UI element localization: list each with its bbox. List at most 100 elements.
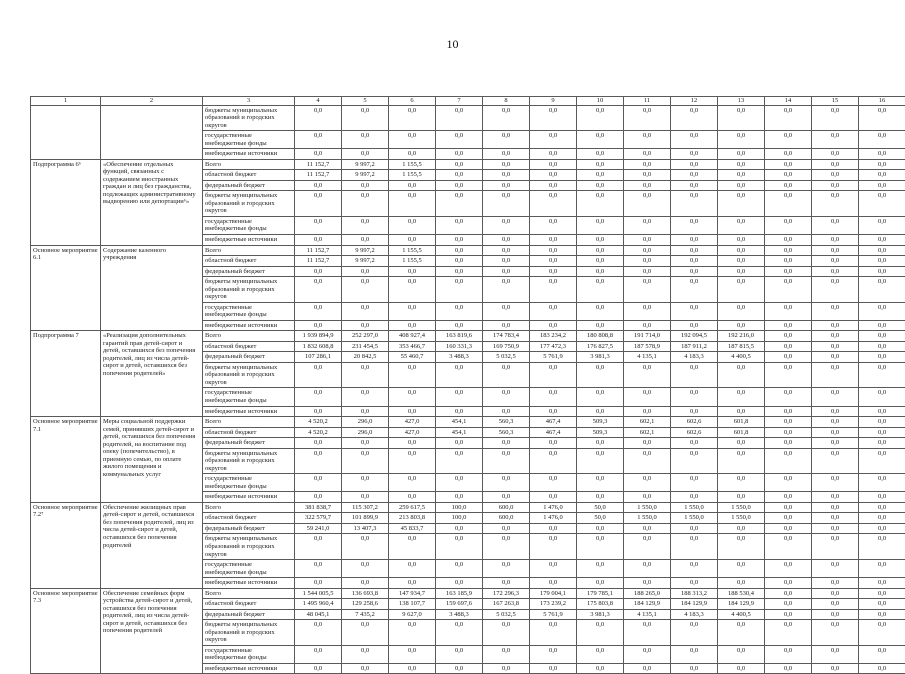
value-cell: 0,0 — [483, 362, 530, 388]
value-cell: 0,0 — [812, 448, 859, 474]
value-cell: 0,0 — [624, 474, 671, 492]
value-cell: 0,0 — [671, 191, 718, 217]
value-cell: 179 004,1 — [530, 588, 577, 599]
column-header-cell: 12 — [671, 97, 718, 106]
value-cell: 0,0 — [718, 534, 765, 560]
value-cell: 3 981,3 — [577, 352, 624, 363]
value-cell: 0,0 — [718, 191, 765, 217]
value-cell: 1 155,5 — [389, 159, 436, 170]
value-cell: 0,0 — [859, 417, 905, 428]
value-cell: 0,0 — [812, 256, 859, 267]
value-cell: 0,0 — [483, 474, 530, 492]
value-cell: 322 579,7 — [295, 513, 342, 524]
value-cell: 0,0 — [765, 560, 812, 578]
value-cell: 0,0 — [342, 620, 389, 646]
value-cell: 0,0 — [671, 523, 718, 534]
value-cell: 184 129,9 — [671, 599, 718, 610]
column-header-cell: 13 — [718, 97, 765, 106]
value-cell: 231 454,5 — [342, 341, 389, 352]
value-cell: 0,0 — [436, 388, 483, 406]
value-cell: 0,0 — [765, 663, 812, 674]
value-cell: 252 297,0 — [342, 331, 389, 342]
value-cell: 0,0 — [859, 149, 905, 160]
value-cell: 0,0 — [389, 534, 436, 560]
value-cell: 0,0 — [624, 620, 671, 646]
value-cell: 0,0 — [577, 149, 624, 160]
value-cell: 0,0 — [295, 474, 342, 492]
value-cell: 560,3 — [483, 417, 530, 428]
value-cell: 0,0 — [765, 159, 812, 170]
value-cell: 0,0 — [530, 266, 577, 277]
budget-source-cell: государственные внебюджетные фонды — [203, 560, 295, 578]
value-cell: 0,0 — [624, 663, 671, 674]
value-cell: 13 407,3 — [342, 523, 389, 534]
value-cell: 0,0 — [342, 266, 389, 277]
value-cell: 0,0 — [436, 362, 483, 388]
value-cell: 0,0 — [765, 149, 812, 160]
value-cell: 0,0 — [765, 448, 812, 474]
value-cell: 0,0 — [295, 277, 342, 303]
value-cell: 0,0 — [812, 149, 859, 160]
value-cell: 0,0 — [859, 362, 905, 388]
value-cell: 188 265,0 — [624, 588, 671, 599]
value-cell: 0,0 — [859, 427, 905, 438]
value-cell: 0,0 — [530, 149, 577, 160]
value-cell: 0,0 — [765, 245, 812, 256]
value-cell: 467,4 — [530, 427, 577, 438]
value-cell: 0,0 — [483, 448, 530, 474]
value-cell: 0,0 — [671, 645, 718, 663]
value-cell: 4 400,5 — [718, 352, 765, 363]
value-cell: 0,0 — [812, 320, 859, 331]
value-cell: 0,0 — [577, 245, 624, 256]
section-description-cell — [101, 105, 203, 159]
value-cell: 0,0 — [718, 180, 765, 191]
value-cell: 180 808,8 — [577, 331, 624, 342]
value-cell: 1 155,5 — [389, 170, 436, 181]
value-cell: 0,0 — [483, 523, 530, 534]
budget-source-cell: областной бюджет — [203, 513, 295, 524]
budget-source-cell: внебюджетные источники — [203, 149, 295, 160]
value-cell: 0,0 — [624, 277, 671, 303]
value-cell: 0,0 — [765, 474, 812, 492]
value-cell: 0,0 — [342, 191, 389, 217]
budget-source-cell: внебюджетные источники — [203, 663, 295, 674]
value-cell: 0,0 — [812, 131, 859, 149]
value-cell: 0,0 — [577, 131, 624, 149]
value-cell: 0,0 — [577, 191, 624, 217]
value-cell: 259 617,5 — [389, 502, 436, 513]
value-cell: 0,0 — [812, 663, 859, 674]
value-cell: 0,0 — [530, 448, 577, 474]
value-cell: 192 216,0 — [718, 331, 765, 342]
value-cell: 0,0 — [859, 105, 905, 131]
value-cell: 0,0 — [718, 234, 765, 245]
value-cell: 0,0 — [436, 448, 483, 474]
value-cell: 0,0 — [859, 663, 905, 674]
value-cell: 4 183,3 — [671, 609, 718, 620]
value-cell: 0,0 — [295, 216, 342, 234]
value-cell: 0,0 — [859, 438, 905, 449]
value-cell: 0,0 — [718, 438, 765, 449]
value-cell: 0,0 — [389, 560, 436, 578]
value-cell: 0,0 — [295, 388, 342, 406]
value-cell: 0,0 — [530, 645, 577, 663]
value-cell: 0,0 — [295, 620, 342, 646]
budget-source-cell: внебюджетные источники — [203, 492, 295, 503]
section-description-cell: Обеспечение жилищных прав детей-сирот и … — [101, 502, 203, 588]
value-cell: 0,0 — [483, 663, 530, 674]
value-cell: 0,0 — [671, 578, 718, 589]
value-cell: 0,0 — [295, 534, 342, 560]
value-cell: 0,0 — [624, 266, 671, 277]
value-cell: 159 697,6 — [436, 599, 483, 610]
value-cell: 0,0 — [671, 149, 718, 160]
section-description-cell: «Обеспечение отдельных функций, связанны… — [101, 159, 203, 245]
value-cell: 0,0 — [765, 513, 812, 524]
value-cell: 0,0 — [530, 388, 577, 406]
value-cell: 0,0 — [859, 560, 905, 578]
column-header-cell: 16 — [859, 97, 905, 106]
value-cell: 147 934,7 — [389, 588, 436, 599]
value-cell: 0,0 — [859, 523, 905, 534]
budget-source-cell: областной бюджет — [203, 170, 295, 181]
section-name-cell: Подпрограмма 6⁶ — [31, 159, 101, 245]
value-cell: 0,0 — [718, 474, 765, 492]
